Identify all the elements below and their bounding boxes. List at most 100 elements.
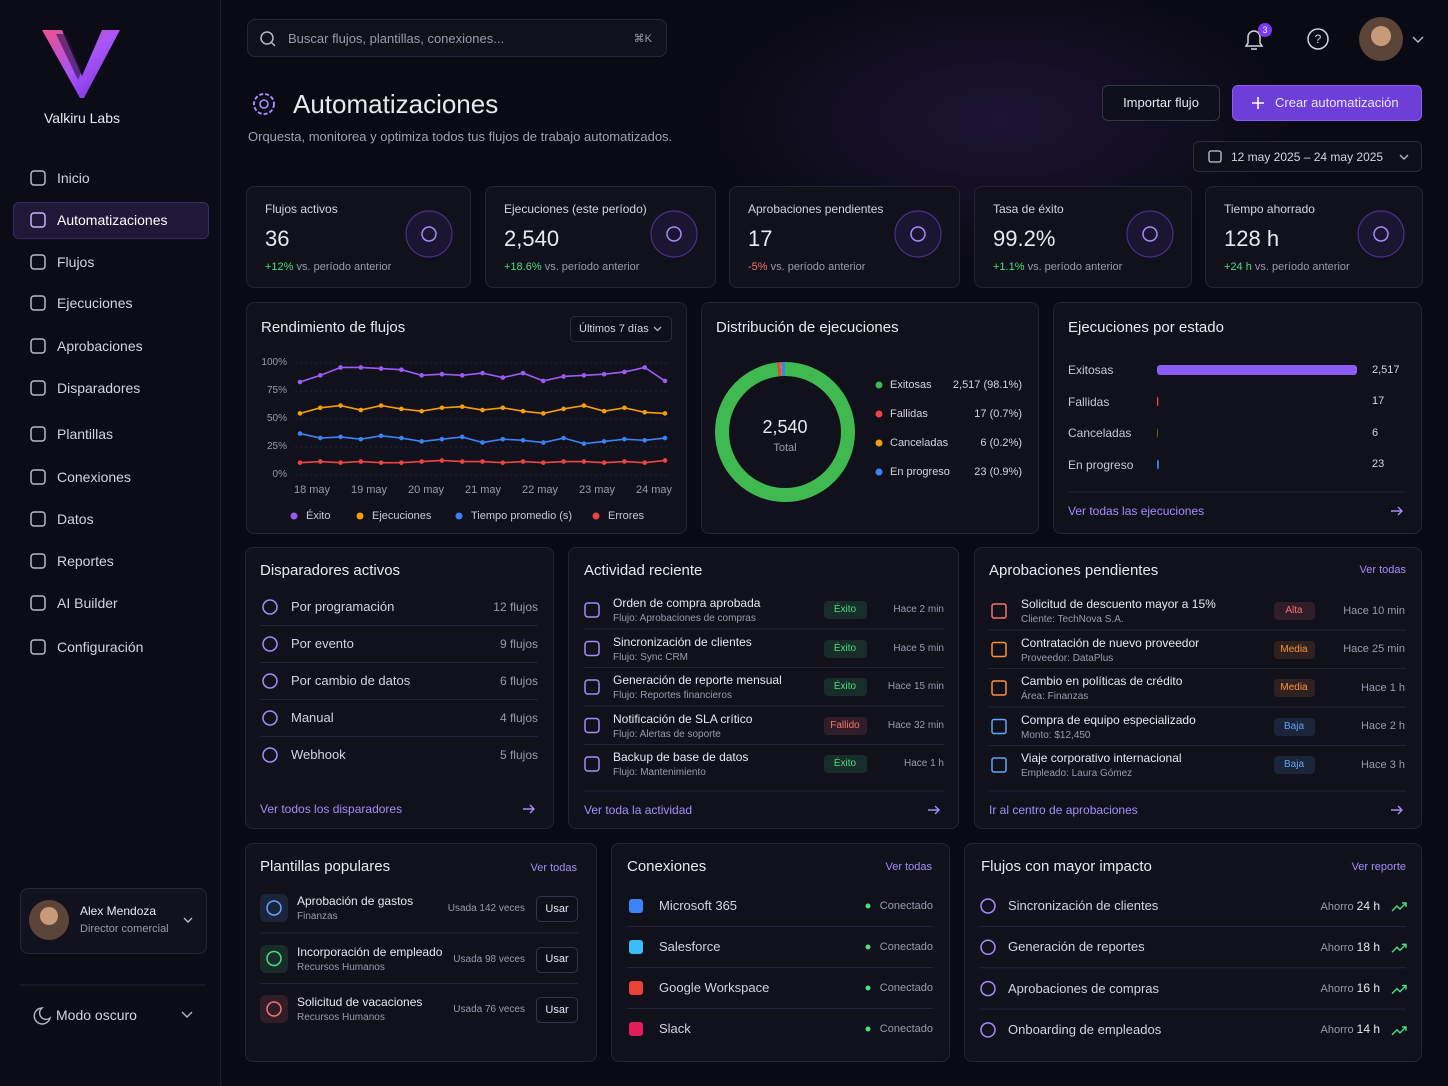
card-title: Disparadores activos <box>260 562 401 579</box>
search-box[interactable] <box>247 19 667 57</box>
nav-item[interactable]: Inicio <box>57 169 90 186</box>
activity-time: Hace 32 min <box>887 719 944 731</box>
card-link[interactable]: Ver toda la actividad <box>584 803 693 817</box>
chevron <box>1412 36 1424 43</box>
brand-name: Valkiru Labs <box>43 109 121 126</box>
card-link[interactable]: Ver todas las ejecuciones <box>1068 504 1205 518</box>
card-title: Actividad reciente <box>584 562 703 579</box>
card-action[interactable]: Ver todas <box>885 860 932 873</box>
nav-item[interactable]: Reportes <box>57 552 114 569</box>
saving-value: 18 h <box>1356 939 1380 954</box>
kpi-label: Aprobaciones pendientes <box>748 202 884 216</box>
nav-item[interactable]: Flujos <box>57 253 95 270</box>
card-action[interactable]: Ver todas <box>530 861 577 874</box>
approval-detail: Cliente: TechNova S.A. <box>1021 614 1124 625</box>
date-range-label[interactable]: 12 may 2025 – 24 may 2025 <box>1231 150 1384 164</box>
impact-name: Generación de reportes <box>1008 939 1145 955</box>
template-title: Aprobación de gastos <box>297 894 414 908</box>
nav-item[interactable]: Configuración <box>57 638 144 655</box>
template-usage: Usada 98 veces <box>453 953 525 965</box>
x-tick-label: 19 may <box>350 483 388 496</box>
status-label: Éxito <box>833 642 857 654</box>
filter-label[interactable]: Últimos 7 días <box>579 322 649 335</box>
template-category: Finanzas <box>297 911 338 922</box>
card-title: Aprobaciones pendientes <box>989 562 1159 579</box>
template-category: Recursos Humanos <box>297 961 385 973</box>
trigger-count: 12 flujos <box>493 600 538 614</box>
legend-label: Canceladas <box>890 436 949 449</box>
x-tick-label: 20 may <box>407 483 445 496</box>
approval-time: Hace 3 h <box>1360 758 1405 771</box>
card-link[interactable]: Ir al centro de aprobaciones <box>989 803 1138 817</box>
template-usage: Usada 76 veces <box>453 1004 525 1015</box>
trigger-label: Manual <box>291 710 334 725</box>
priority-label: Baja <box>1283 720 1305 732</box>
card <box>246 186 471 288</box>
avatar <box>1359 17 1403 61</box>
activity-time: Hace 2 min <box>893 604 944 615</box>
bar-label: Exitosas <box>1068 363 1114 377</box>
impact-saving: Ahorro 24 h <box>1321 899 1380 915</box>
connection-name: Salesforce <box>659 939 721 954</box>
use-button[interactable] <box>536 896 578 922</box>
card-action[interactable]: Ver reporte <box>1351 860 1406 873</box>
user-card[interactable] <box>20 888 207 954</box>
nav-item[interactable]: Ejecuciones <box>57 294 133 311</box>
help-icon: ? <box>1315 32 1322 46</box>
trigger-label: Por programación <box>291 599 395 614</box>
value-label: 17 <box>1372 395 1385 407</box>
nav-item[interactable]: AI Builder <box>57 594 118 611</box>
use-button[interactable] <box>536 946 578 973</box>
approval-detail: Monto: $12,450 <box>1021 729 1091 741</box>
template-category: Recursos Humanos <box>297 1012 385 1023</box>
use-button[interactable] <box>536 997 578 1023</box>
donut-total-label: Total <box>773 441 797 454</box>
card <box>568 547 959 829</box>
card-title: Rendimiento de flujos <box>261 319 406 336</box>
impact-saving: Ahorro 18 h <box>1321 940 1380 956</box>
kpi-change: +1.1% vs. período anterior <box>993 260 1122 275</box>
kpi-label: Ejecuciones (este período) <box>504 202 647 216</box>
theme-toggle[interactable]: Modo oscuro <box>56 1006 137 1023</box>
priority-badge <box>1274 756 1315 774</box>
card-action[interactable]: Ver todas <box>1359 563 1406 576</box>
value-label: 2,517 <box>1372 363 1400 376</box>
activity-time: Hace 1 h <box>903 758 944 769</box>
activity-subtitle: Flujo: Alertas de soporte <box>613 728 721 740</box>
import-button[interactable] <box>1102 85 1220 121</box>
date-range[interactable] <box>1193 141 1422 172</box>
trigger-count: 9 flujos <box>499 637 538 651</box>
use-button-label[interactable]: Usar <box>545 1003 569 1016</box>
nav-item[interactable]: Plantillas <box>57 425 114 442</box>
approval-detail: Proveedor: DataPlus <box>1021 652 1114 664</box>
card <box>964 843 1422 1062</box>
nav-item[interactable]: Disparadores <box>57 379 141 396</box>
value-label: 2,517 (98.1%) <box>952 378 1022 391</box>
activity-subtitle: Flujo: Mantenimiento <box>613 767 706 778</box>
y-tick-label: 50% <box>266 413 287 424</box>
nav-item[interactable]: Conexiones <box>57 468 131 485</box>
page-subtitle: Orquesta, monitorea y optimiza todos tus… <box>248 129 673 144</box>
card-link[interactable]: Ver todos los disparadores <box>260 802 403 816</box>
card <box>1053 302 1422 534</box>
approval-title: Viaje corporativo internacional <box>1021 751 1182 765</box>
create-button-label[interactable]: Crear automatización <box>1275 95 1399 110</box>
nav-item[interactable]: Aprobaciones <box>57 337 143 354</box>
connection-status: Conectado <box>879 981 933 994</box>
trigger-count: 4 flujos <box>499 711 538 725</box>
approval-title: Solicitud de descuento mayor a 15% <box>1021 597 1216 611</box>
avatar-face <box>1371 26 1391 46</box>
import-button-label[interactable]: Importar flujo <box>1123 95 1199 110</box>
saving-value: 16 h <box>1356 981 1380 996</box>
kpi-delta: +18.6% <box>504 260 542 273</box>
nav-item[interactable]: Automatizaciones <box>57 211 168 228</box>
kpi-delta: +24 h <box>1224 260 1252 273</box>
activity-subtitle: Flujo: Sync CRM <box>613 651 689 663</box>
nav-item[interactable]: Datos <box>57 510 94 527</box>
use-button-label[interactable]: Usar <box>545 902 569 915</box>
approval-detail: Empleado: Laura Gómez <box>1021 768 1133 779</box>
saving-label: Ahorro <box>1320 900 1354 913</box>
use-button-label[interactable]: Usar <box>545 953 569 965</box>
gear-icon <box>259 99 269 109</box>
